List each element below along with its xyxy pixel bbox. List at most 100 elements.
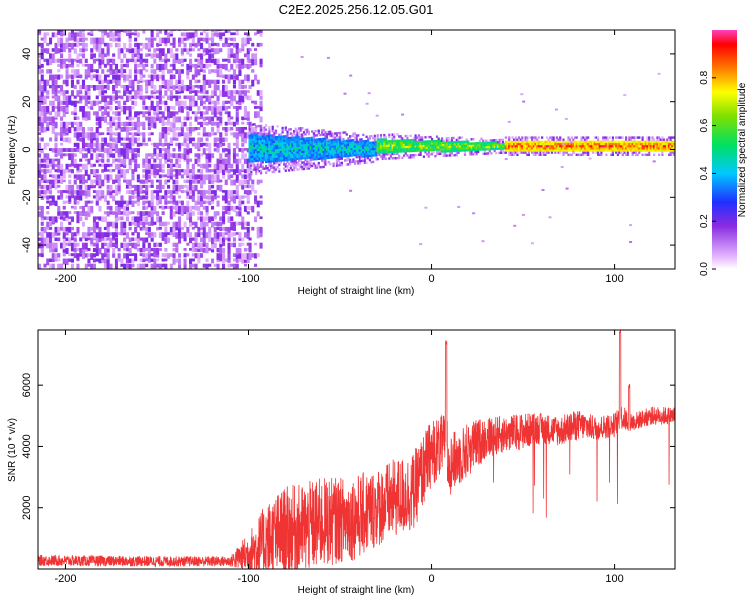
heatmap-cell: [191, 174, 195, 180]
heatmap-cell: [352, 149, 355, 153]
heatmap-cell: [112, 116, 116, 123]
heatmap-cell: [208, 116, 212, 123]
heatmap-cell: [370, 148, 373, 151]
heatmap-cell: [445, 139, 448, 142]
heatmap-cell: [630, 138, 633, 141]
heatmap-cell: [197, 137, 201, 143]
heatmap-cell: [145, 95, 149, 99]
heatmap-cell: [227, 116, 231, 122]
heatmap-cell: [216, 221, 220, 227]
heatmap-cell: [521, 138, 524, 141]
heatmap-cell: [593, 142, 596, 146]
heatmap-cell: [205, 200, 209, 204]
heatmap-cell: [145, 195, 149, 200]
heatmap-cell: [120, 195, 124, 201]
heatmap-cell: [49, 216, 53, 222]
heatmap-cell: [167, 179, 171, 183]
heatmap-cell: [329, 139, 332, 142]
heatmap-cell: [128, 237, 132, 242]
heatmap-cell: [352, 160, 355, 163]
heatmap-cell: [255, 127, 258, 130]
heatmap-cell: [417, 142, 420, 146]
heatmap-cell: [172, 95, 176, 99]
heatmap-cell: [646, 136, 649, 139]
heatmap-cell: [409, 145, 412, 148]
heatmap-cell: [197, 63, 201, 68]
heatmap-cell: [659, 145, 662, 148]
heatmap-cell: [125, 200, 129, 207]
heatmap-cell: [327, 148, 330, 151]
heatmap-cell: [648, 149, 651, 152]
heatmap-cell: [142, 100, 146, 106]
heatmap-cell: [142, 179, 146, 184]
heatmap-cell: [98, 116, 102, 123]
heatmap-cell: [211, 237, 215, 245]
heatmap-cell: [513, 145, 516, 148]
heatmap-cell: [465, 142, 468, 145]
heatmap-cell: [541, 142, 544, 146]
heatmap-cell: [180, 58, 184, 64]
heatmap-cell: [40, 127, 44, 133]
heatmap-cell: [327, 160, 330, 164]
heatmap-cell: [112, 237, 116, 241]
heatmap-cell: [150, 253, 154, 257]
heatmap-cell: [306, 150, 309, 153]
heatmap-cell: [368, 146, 371, 149]
heatmap-cell: [610, 147, 613, 150]
heatmap-cell: [128, 111, 132, 117]
heatmap-cell: [222, 248, 226, 254]
heatmap-cell: [79, 127, 83, 131]
heatmap-cell: [202, 163, 206, 169]
heatmap-cell: [435, 144, 439, 147]
heatmap-cell: [631, 153, 634, 156]
heatmap-cell: [297, 142, 301, 145]
heatmap-cell: [76, 30, 80, 32]
heatmap-cell: [54, 179, 58, 185]
heatmap-cell: [273, 132, 276, 135]
heatmap-cell: [238, 95, 242, 103]
heatmap-cell: [493, 147, 496, 151]
heatmap-cell: [95, 85, 99, 91]
heatmap-cell: [251, 149, 254, 152]
heatmap-cell: [38, 211, 42, 217]
heatmap-cell: [125, 121, 129, 127]
heatmap-cell: [145, 106, 149, 110]
heatmap-cell: [153, 221, 157, 225]
heatmap-cell: [455, 149, 458, 152]
heatmap-cell: [222, 90, 226, 97]
heatmap-cell: [288, 154, 291, 157]
heatmap-cell: [444, 148, 447, 151]
heatmap-cell: [191, 95, 195, 102]
heatmap-cell: [222, 221, 226, 225]
heatmap-cell: [145, 221, 149, 225]
heatmap-cell: [175, 53, 179, 60]
heatmap-cell: [202, 106, 206, 110]
heatmap-cell: [396, 144, 399, 147]
heatmap-cell: [506, 145, 509, 148]
heatmap-cell: [76, 163, 80, 171]
heatmap-cell: [360, 146, 363, 150]
heatmap-cell: [246, 248, 250, 251]
heatmap-cell: [463, 140, 467, 143]
heatmap-cell: [46, 42, 50, 47]
heatmap-cell: [230, 42, 234, 46]
heatmap-cell: [638, 147, 641, 150]
heatmap-cell: [365, 142, 368, 145]
heatmap-cell: [178, 169, 182, 176]
heatmap-cell: [87, 205, 91, 213]
heatmap-cell: [255, 146, 258, 150]
heatmap-cell: [271, 130, 274, 133]
heatmap-cell: [153, 85, 157, 92]
heatmap-cell: [260, 169, 263, 173]
heatmap-cell: [654, 140, 657, 144]
heatmap-cell: [191, 37, 195, 44]
heatmap-cell: [230, 242, 234, 247]
heatmap-cell: [180, 90, 184, 94]
heatmap-cell: [189, 48, 193, 52]
heatmap-cell: [200, 32, 204, 36]
heatmap-cell: [256, 142, 259, 145]
heatmap-cell: [114, 232, 118, 238]
heatmap-cell: [123, 237, 127, 242]
heatmap-cell: [600, 151, 603, 154]
heatmap-cell: [175, 127, 179, 131]
